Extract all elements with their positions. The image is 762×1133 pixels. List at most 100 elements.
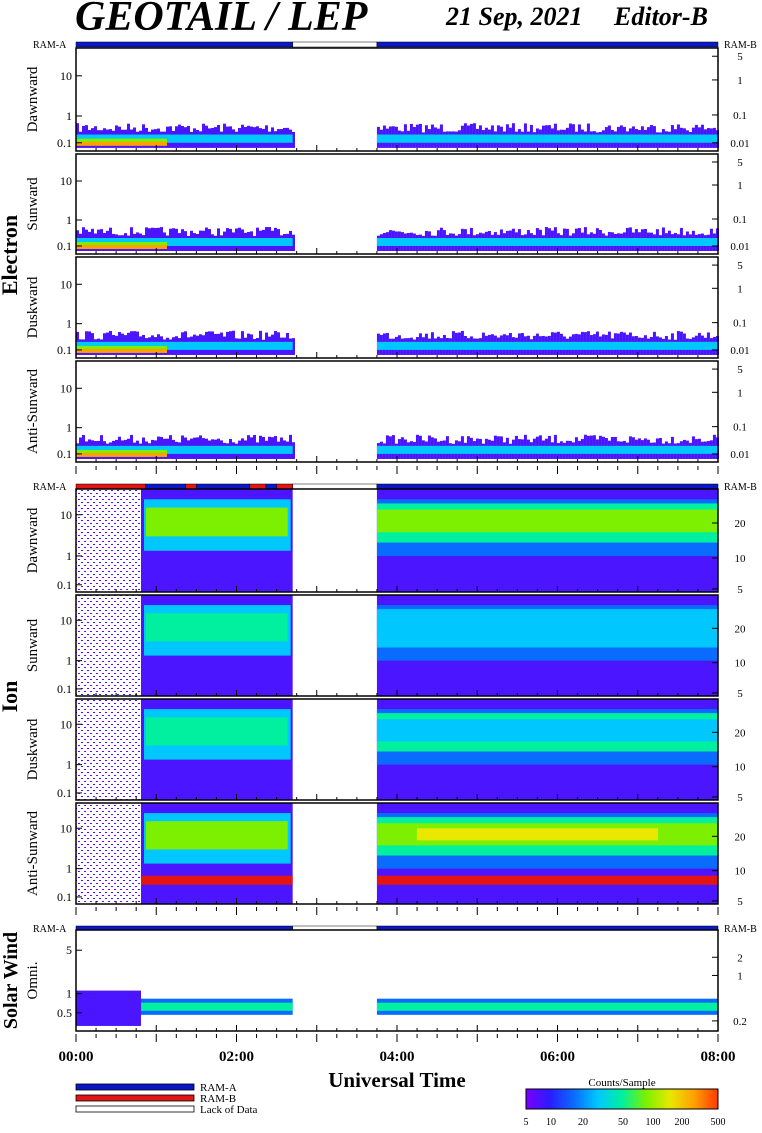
- spectrogram-band: [76, 445, 293, 454]
- group-label: Solar Wind: [0, 932, 22, 1029]
- right-tick-label: 10: [735, 762, 747, 774]
- right-tick-label: 2: [737, 952, 743, 964]
- spectrogram-band: [376, 1002, 718, 1011]
- groups-layer: Electron RAM-A RAM-B Dawnward 10 1 0.1 5 1 0.1 0.0…: [0, 40, 757, 1065]
- right-tick-label: 1: [737, 283, 743, 295]
- panel-label: Duskward: [25, 718, 41, 780]
- colorbar-title: Counts/Sample: [588, 1077, 655, 1089]
- right-tick-label: 20: [735, 831, 747, 843]
- left-tick-label: 1: [66, 109, 72, 123]
- right-tick-label: 5: [737, 792, 743, 804]
- panel-anti-sunward: Anti-Sunward 10 1 0.1 20 10 5: [25, 802, 747, 908]
- spectrogram-sparse: [76, 489, 141, 592]
- panel-dawnward: Dawnward 10 1 0.1 20 10 5: [25, 488, 747, 596]
- ram-bar-segment: [376, 41, 719, 48]
- x-tick-label: 04:00: [380, 1049, 415, 1065]
- right-tick-label: 5: [737, 260, 743, 272]
- panel-label: Omni.: [25, 962, 41, 1000]
- left-tick-label: 1: [66, 862, 72, 876]
- spectrogram-sparse: [76, 595, 141, 696]
- spectrogram-band: [146, 507, 288, 537]
- right-tick-label: 1: [737, 970, 743, 982]
- panel-duskward: Duskward 10 1 0.1 5 1 0.1 0.01: [25, 256, 750, 359]
- spectrogram-band: [76, 138, 168, 142]
- left-tick-label: 0.1: [57, 447, 72, 461]
- left-tick-label: 10: [60, 277, 72, 291]
- spectrogram-band: [376, 341, 718, 350]
- right-tick-label: 1: [737, 387, 743, 399]
- right-tick-label: 20: [735, 518, 747, 530]
- title: GEOTAIL / LEP: [75, 0, 368, 40]
- left-tick-label: 0.1: [57, 786, 72, 800]
- right-tick-label: 0.1: [733, 318, 747, 330]
- ram-bar-left-label: RAM-A: [33, 40, 67, 51]
- right-tick-label: 0.01: [730, 449, 749, 461]
- right-tick-label: 1: [737, 75, 743, 87]
- ram-bar-segment: [292, 41, 378, 48]
- spectrogram-band: [76, 449, 168, 453]
- right-tick-label: 0.01: [730, 241, 749, 253]
- spectrogram-band: [76, 347, 168, 353]
- left-tick-label: 5: [66, 943, 72, 957]
- left-tick-label: 0.1: [57, 890, 72, 904]
- left-tick-label: 10: [60, 821, 72, 835]
- ram-bar-right-label: RAM-B: [724, 482, 757, 493]
- right-tick-label: 0.1: [733, 110, 747, 122]
- left-tick-label: 0.1: [57, 136, 72, 150]
- spectrogram-band: [376, 445, 718, 454]
- spectrogram-cell: [292, 338, 295, 355]
- colorbar-tick-label: 10: [546, 1117, 556, 1128]
- editor-label: Editor-B: [613, 2, 708, 31]
- spectrogram-sparse: [76, 699, 141, 800]
- spectrogram-band: [376, 615, 718, 638]
- colorbar-tick-label: 200: [675, 1117, 690, 1128]
- legend-swatch: [75, 1105, 195, 1113]
- spectrogram-band: [146, 717, 288, 746]
- panel-omni-: Omni. 5 1 0.5 2 1 0.2: [25, 929, 747, 1032]
- colorbar-gradient: [525, 1088, 719, 1110]
- ram-bar-left-label: RAM-A: [33, 482, 67, 493]
- spectrogram-band: [76, 451, 168, 457]
- right-tick-label: 0.1: [733, 214, 747, 226]
- legend-label: RAM-B: [200, 1093, 236, 1105]
- panel-label: Dawnward: [25, 507, 41, 573]
- left-tick-label: 10: [60, 174, 72, 188]
- panel-label: Dawnward: [25, 66, 41, 132]
- right-tick-label: 0.01: [730, 138, 749, 150]
- spectrogram-band: [146, 613, 288, 642]
- right-tick-label: 10: [735, 553, 747, 565]
- spectrogram-cell: [292, 131, 295, 148]
- right-tick-label: 5: [737, 584, 743, 596]
- x-tick-label: 08:00: [701, 1049, 736, 1065]
- right-tick-label: 5: [737, 896, 743, 908]
- left-tick-label: 1: [66, 654, 72, 668]
- left-tick-label: 0.1: [57, 239, 72, 253]
- panel-label: Duskward: [25, 276, 41, 338]
- ram-bar-right-label: RAM-B: [724, 924, 757, 935]
- colorbar-tick-label: 20: [578, 1117, 588, 1128]
- spectrogram-cell: [292, 234, 295, 251]
- spectrogram-band: [76, 1002, 293, 1011]
- colorbar-tick-label: 500: [711, 1117, 726, 1128]
- spectrogram-band: [76, 990, 141, 1026]
- right-tick-label: 1: [737, 180, 743, 192]
- right-tick-label: 5: [737, 157, 743, 169]
- spectrogram-band: [76, 242, 168, 245]
- spectrogram-sparse: [76, 803, 141, 904]
- spectrogram-band: [76, 238, 293, 246]
- ram-bar-segment: [75, 41, 293, 48]
- panel-background: [76, 930, 718, 1031]
- left-tick-label: 10: [60, 613, 72, 627]
- spectrogram-band: [76, 341, 293, 350]
- x-tick-label: 02:00: [219, 1049, 254, 1065]
- group-solar-wind: Solar Wind RAM-A RAM-B Omni. 5 1 0.5 2 1 0.2: [0, 924, 757, 1032]
- spectrogram-band: [76, 244, 168, 249]
- panel-dawnward: Dawnward 10 1 0.1 5 1 0.1 0.01: [25, 47, 750, 152]
- legend-swatch: [75, 1094, 195, 1102]
- spectrogram-band: [76, 345, 168, 349]
- panel-label: Sunward: [25, 618, 41, 672]
- left-tick-label: 0.1: [57, 343, 72, 357]
- group-electron: Electron RAM-A RAM-B Dawnward 10 1 0.1 5 1 0.1 0.0…: [0, 40, 757, 463]
- ram-bar-right-label: RAM-B: [724, 40, 757, 51]
